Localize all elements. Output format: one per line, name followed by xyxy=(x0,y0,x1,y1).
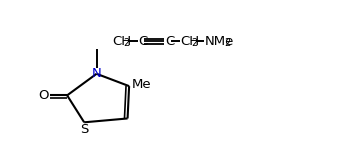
Text: 2: 2 xyxy=(123,38,129,48)
Text: N: N xyxy=(92,67,101,80)
Text: O: O xyxy=(38,89,48,102)
Text: C: C xyxy=(138,35,148,48)
Text: S: S xyxy=(80,123,88,136)
Text: NMe: NMe xyxy=(204,35,234,48)
Text: C: C xyxy=(165,35,174,48)
Text: 2: 2 xyxy=(191,38,197,48)
Text: 2: 2 xyxy=(224,38,231,48)
Text: CH: CH xyxy=(180,35,199,48)
Text: CH: CH xyxy=(112,35,131,48)
Text: Me: Me xyxy=(132,78,152,91)
